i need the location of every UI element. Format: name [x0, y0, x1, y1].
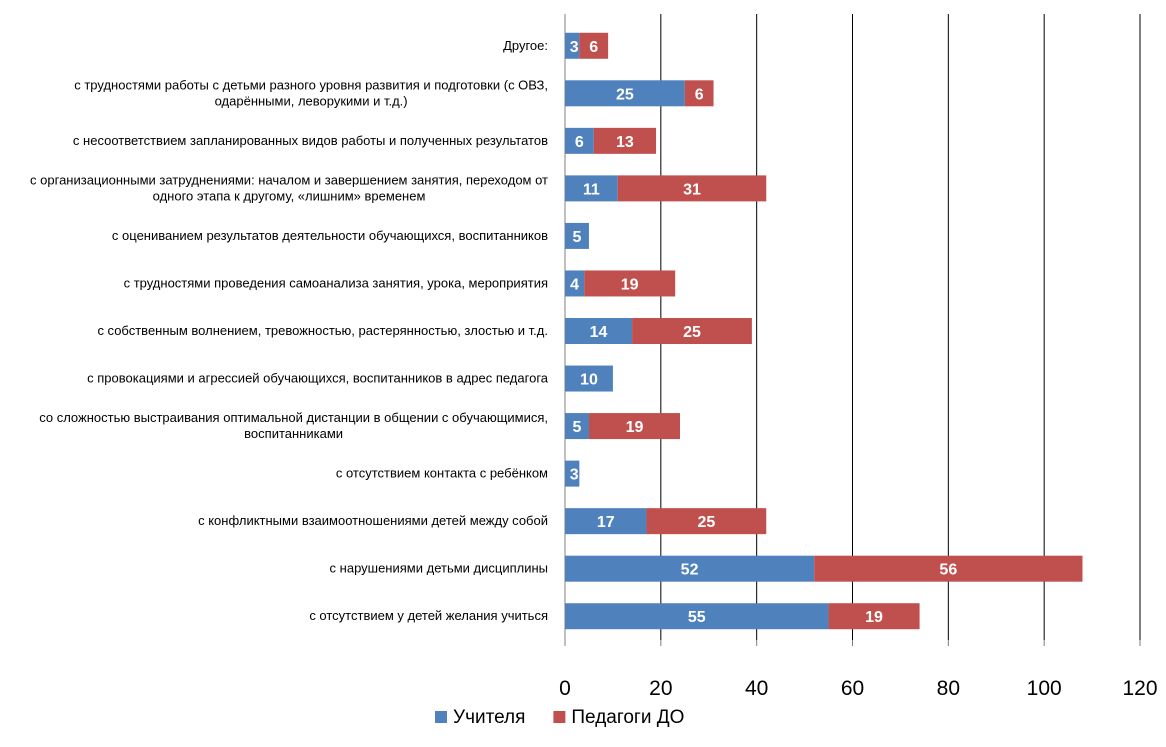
- data-label: 4: [570, 276, 579, 293]
- data-label: 25: [683, 324, 701, 341]
- bar-teachers: [565, 555, 815, 582]
- x-tick-label: 20: [649, 677, 672, 700]
- category-label: с нарушениями детьми дисциплины: [330, 561, 548, 576]
- bar-educators: [584, 270, 676, 297]
- x-tick-label: 120: [1122, 677, 1157, 700]
- bar-teachers: [565, 365, 613, 392]
- legend-label-educators: Педагоги ДО: [571, 707, 684, 728]
- data-label: 11: [583, 181, 600, 198]
- data-label: 19: [865, 609, 883, 626]
- x-tick-label: 40: [745, 677, 768, 700]
- bar-teachers: [565, 127, 594, 154]
- category-label: с отсутствием контакта с ребёнком: [336, 466, 548, 481]
- data-label: 6: [575, 134, 584, 151]
- bar-teachers: [565, 413, 589, 440]
- bar-teachers: [565, 318, 633, 344]
- category-label: с организационными затруднениями: начало…: [30, 172, 548, 203]
- data-label: 19: [626, 419, 644, 436]
- category-label: с отсутствием у детей желания учиться: [309, 608, 548, 623]
- category-label: с собственным волнением, тревожностью, р…: [97, 323, 548, 338]
- bar-educators: [632, 318, 752, 344]
- data-label: 52: [681, 562, 699, 579]
- data-label: 5: [573, 229, 582, 246]
- bar-teachers: [565, 32, 580, 59]
- data-label: 0: [589, 229, 598, 246]
- data-label: 3: [570, 467, 579, 484]
- data-label: 55: [688, 609, 706, 626]
- bar-educators: [646, 508, 767, 535]
- category-label: со сложностью выстраивания оптимальной д…: [39, 410, 548, 441]
- category-label: с оцениванием результатов деятельности о…: [112, 228, 548, 243]
- data-label: 31: [683, 181, 701, 198]
- category-label: с несоответствием запланированных видов …: [73, 133, 548, 148]
- x-axis-ticks: 0 20 40 60 80 100 120: [559, 640, 1158, 700]
- legend-swatch-teachers: [435, 711, 447, 723]
- data-label: 10: [580, 372, 598, 389]
- bar-teachers: [565, 175, 618, 202]
- bar-educators: [828, 603, 920, 630]
- category-labels: Другое: с трудностями работы с детьми раз…: [30, 38, 549, 623]
- bar-teachers: [565, 222, 589, 249]
- legend: Учителя Педагоги ДО: [435, 707, 684, 728]
- x-tick-label: 60: [841, 677, 864, 700]
- data-label: 56: [939, 562, 957, 579]
- data-label: 14: [590, 324, 608, 341]
- x-tick-label: 0: [559, 677, 571, 700]
- data-label: 13: [616, 134, 634, 151]
- data-label: 6: [695, 86, 704, 103]
- bar-teachers: [565, 80, 685, 107]
- data-label: 25: [697, 514, 715, 531]
- bar-teachers: [565, 460, 580, 487]
- category-label: Другое:: [503, 38, 548, 53]
- data-label: 25: [616, 86, 634, 103]
- data-label: 0: [579, 467, 588, 484]
- bar-educators: [588, 413, 680, 440]
- bar-teachers: [565, 508, 647, 535]
- bar-educators: [684, 80, 714, 107]
- category-label: с провокациями и агрессией обучающихся, …: [87, 371, 549, 386]
- bar-teachers: [565, 270, 585, 297]
- category-label: с трудностями проведения самоанализа зан…: [124, 275, 548, 290]
- category-label: с трудностями работы с детьми разного ур…: [74, 77, 548, 108]
- data-label: 0: [612, 372, 621, 389]
- bar-educators: [593, 127, 657, 154]
- data-label: 5: [573, 419, 582, 436]
- category-label: с конфликтными взаимоотношениями детей м…: [198, 513, 548, 528]
- bar-educators: [579, 32, 609, 59]
- grid-layer: [564, 14, 1141, 640]
- data-label: 3: [570, 39, 579, 56]
- legend-label-teachers: Учителя: [453, 707, 525, 728]
- x-tick-label: 80: [937, 677, 960, 700]
- data-label: 6: [589, 39, 598, 56]
- bar-educators: [617, 175, 767, 202]
- legend-swatch-educators: [553, 711, 566, 723]
- data-label: 17: [597, 514, 615, 531]
- x-tick-label: 100: [1027, 677, 1062, 700]
- bar-educators: [814, 555, 1083, 582]
- bar-teachers: [565, 603, 829, 630]
- data-label: 19: [621, 276, 639, 293]
